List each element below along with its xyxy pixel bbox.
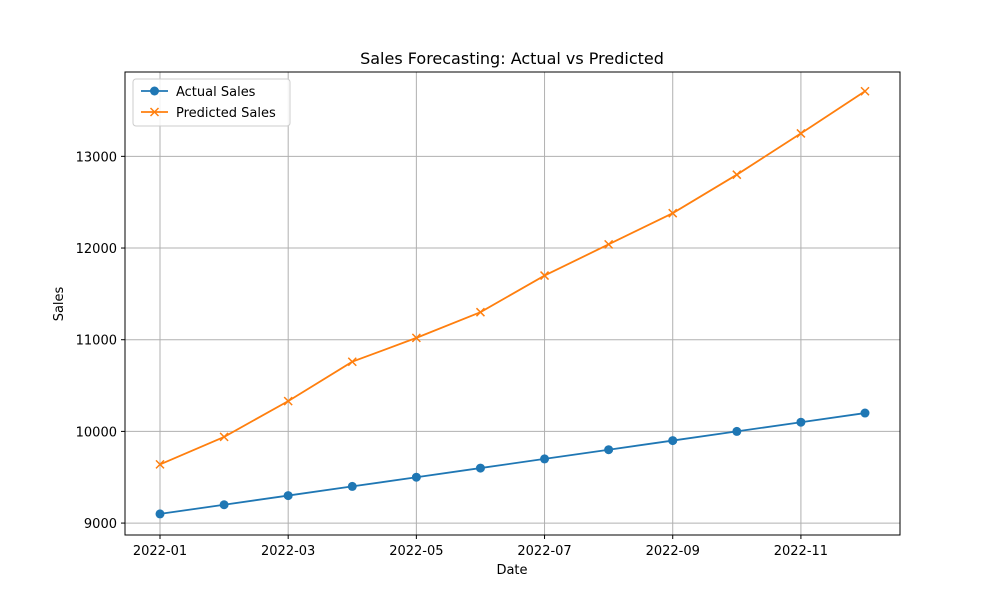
y-tick-label: 13000 bbox=[76, 150, 117, 165]
x-axis: 2022-01 2022-03 2022-05 2022-07 2022-09 2022-… bbox=[133, 535, 828, 559]
x-tick-label: 2022-01 bbox=[133, 544, 187, 559]
data-point bbox=[283, 491, 293, 501]
legend-marker bbox=[150, 86, 159, 96]
chart-title: Sales Forecasting: Actual vs Predicted bbox=[360, 49, 664, 68]
data-point bbox=[860, 408, 870, 418]
y-tick-label: 12000 bbox=[76, 242, 117, 257]
data-point bbox=[668, 436, 678, 446]
data-point bbox=[411, 472, 421, 482]
series-line bbox=[159, 412, 866, 515]
data-point bbox=[732, 426, 742, 436]
legend-label: Predicted Sales bbox=[176, 106, 276, 121]
data-point bbox=[668, 208, 678, 218]
x-axis-label: Date bbox=[496, 563, 527, 578]
y-tick-label: 10000 bbox=[76, 425, 117, 440]
data-point bbox=[732, 170, 742, 180]
data-point bbox=[475, 463, 485, 473]
x-tick-label: 2022-03 bbox=[261, 544, 315, 559]
legend-item: Actual Sales bbox=[141, 85, 256, 100]
data-point bbox=[540, 454, 550, 464]
data-point bbox=[347, 357, 357, 367]
legend-box bbox=[132, 78, 291, 127]
series-predicted-sales bbox=[155, 86, 870, 469]
x-tick-label: 2022-09 bbox=[646, 544, 700, 559]
legend: Actual Sales Predicted Sales bbox=[132, 78, 291, 127]
plot-frame bbox=[124, 71, 901, 536]
x-tick-label: 2022-05 bbox=[389, 544, 443, 559]
data-point bbox=[604, 239, 614, 249]
y-tick-label: 9000 bbox=[84, 517, 117, 532]
data-point bbox=[283, 396, 293, 406]
y-axis-label: Sales bbox=[52, 286, 67, 321]
series-line bbox=[159, 90, 866, 466]
y-axis: 9000 10000 11000 12000 13000 bbox=[76, 150, 125, 532]
data-point bbox=[796, 128, 806, 138]
legend-item: Predicted Sales bbox=[141, 106, 276, 121]
data-point bbox=[475, 307, 485, 317]
data-point bbox=[796, 417, 806, 427]
data-point bbox=[347, 481, 357, 491]
y-tick-label: 11000 bbox=[76, 334, 117, 349]
x-tick-label: 2022-11 bbox=[774, 544, 828, 559]
data-point bbox=[604, 445, 614, 455]
data-point bbox=[540, 271, 550, 281]
data-point bbox=[155, 459, 165, 469]
data-point bbox=[860, 86, 870, 96]
series-actual-sales bbox=[155, 408, 870, 519]
data-point bbox=[219, 500, 229, 510]
data-point bbox=[411, 333, 421, 343]
x-tick-label: 2022-07 bbox=[517, 544, 571, 559]
grid bbox=[125, 72, 900, 535]
data-point bbox=[155, 509, 165, 519]
data-point bbox=[219, 432, 229, 442]
series-layer bbox=[155, 86, 870, 519]
legend-marker bbox=[149, 107, 160, 117]
legend-label: Actual Sales bbox=[176, 85, 256, 100]
